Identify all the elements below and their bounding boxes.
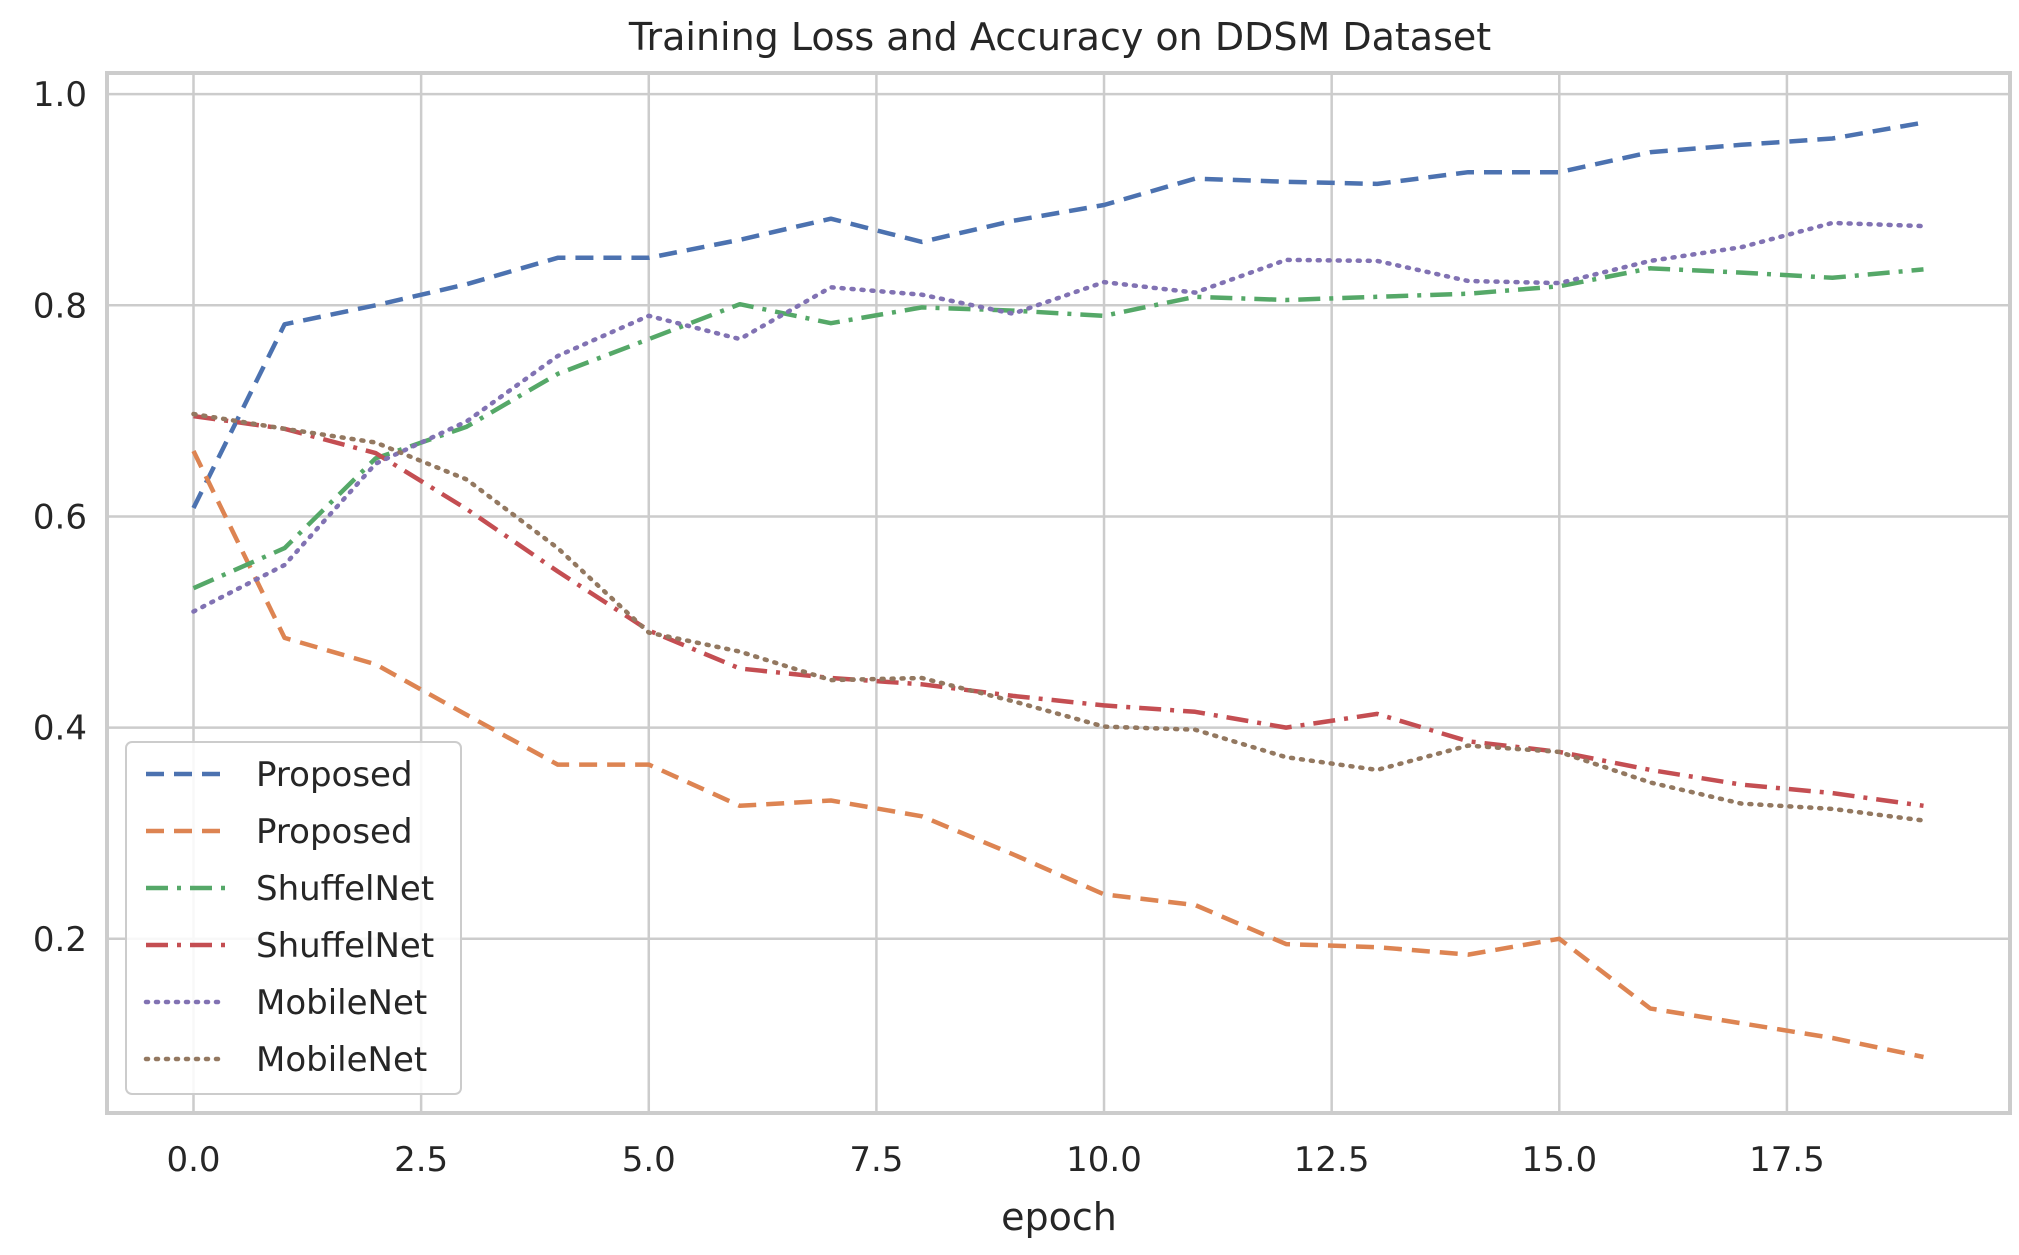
y-tick-label: 0.2 — [33, 920, 87, 960]
y-tick-label: 0.8 — [33, 286, 87, 326]
series-line-6 — [191, 411, 1926, 823]
x-tick-label: 10.0 — [1066, 1140, 1142, 1180]
series-line-3 — [192, 266, 1924, 591]
x-tick-label: 15.0 — [1521, 1140, 1597, 1180]
plot-frame — [105, 71, 2012, 1115]
series-line-4 — [193, 413, 1924, 809]
chart-title: Training Loss and Accuracy on DDSM Datas… — [628, 15, 1491, 59]
legend-label: MobileNet — [256, 1040, 427, 1080]
x-tick-label: 2.5 — [394, 1140, 448, 1180]
x-tick-label: 7.5 — [849, 1140, 903, 1180]
x-tick-label: 12.5 — [1294, 1140, 1370, 1180]
grid — [107, 73, 2010, 1113]
series-line-2 — [191, 450, 1924, 1060]
legend-label: Proposed — [256, 812, 413, 852]
x-tick-label: 0.0 — [166, 1140, 220, 1180]
x-axis-ticks: 0.0 2.5 5.0 7.5 10.0 12.5 15.0 17.5 — [166, 1140, 1824, 1180]
legend-label: MobileNet — [256, 983, 427, 1023]
legend-label: ShuffelNet — [256, 869, 434, 909]
y-tick-label: 0.4 — [33, 709, 87, 749]
series-line-1 — [191, 120, 1924, 509]
x-tick-label: 17.5 — [1749, 1140, 1825, 1180]
legend-label: Proposed — [256, 755, 413, 795]
series-line-5 — [191, 220, 1926, 614]
series-lines — [191, 120, 1926, 1060]
x-tick-label: 5.0 — [622, 1140, 676, 1180]
y-axis-ticks: 0.2 0.4 0.6 0.8 1.0 — [33, 75, 87, 960]
y-tick-label: 0.6 — [33, 497, 87, 537]
x-axis-label: epoch — [1001, 1195, 1117, 1239]
legend: Proposed Proposed ShuffelNet ShuffelNet Mobi… — [125, 741, 462, 1095]
legend-label: ShuffelNet — [256, 926, 434, 966]
y-tick-label: 1.0 — [33, 75, 87, 115]
